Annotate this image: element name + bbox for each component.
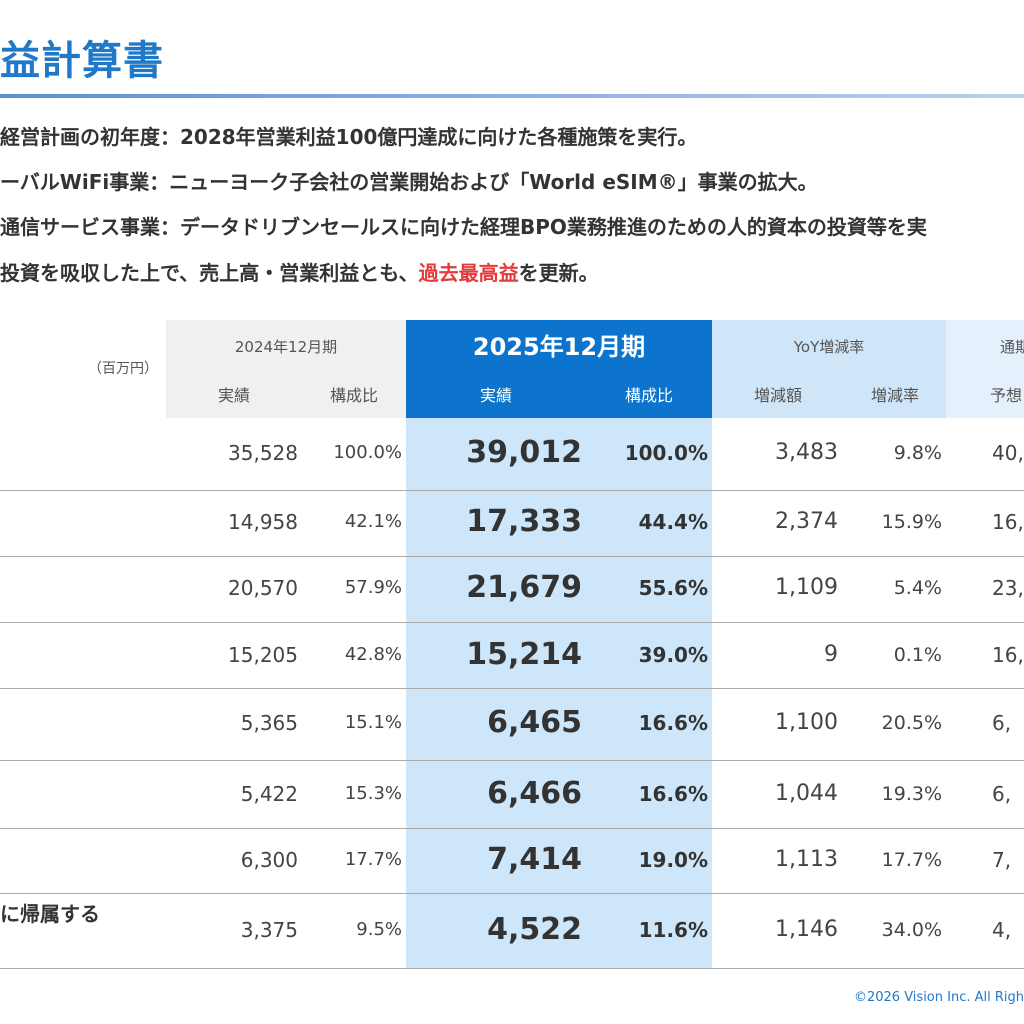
cell-forecast: 23, [992,576,1024,600]
subheader-forecast: 予想 [946,374,1024,418]
cell-yoy-rate: 19.3% [881,783,942,805]
cell-yoy-amount: 1,113 [775,847,838,872]
cell-yoy-amount: 1,100 [775,710,838,735]
cell-yoy-rate: 15.9% [881,511,942,533]
bullet-4-post: を更新。 [518,261,599,285]
row-divider [0,968,1024,969]
cell-yoy-rate: 34.0% [881,919,942,941]
header-group-forecast: 通期 [946,320,1024,374]
cell-prev-ratio: 15.1% [344,712,402,733]
header-group-prev: 2024年12月期 [166,320,406,374]
cell-cur-ratio: 16.6% [638,711,708,735]
subheader-prev-ratio: 構成比 [302,374,406,418]
subheader-yoy-rate: 増減率 [844,374,946,418]
cell-prev-ratio: 15.3% [344,783,402,804]
cell-prev-ratio: 9.5% [356,919,402,940]
cell-cur-actual: 7,414 [487,842,582,877]
cell-prev-ratio: 42.1% [344,511,402,532]
cell-cur-ratio: 55.6% [638,576,708,600]
cell-yoy-rate: 0.1% [893,644,942,666]
bullet-4-pre: 投資を吸収した上で、売上高・営業利益とも、 [0,261,419,285]
cell-yoy-amount: 2,374 [775,509,838,534]
bullet-4: 投資を吸収した上で、売上高・営業利益とも、過去最高益を更新。 [0,257,599,286]
cell-prev-ratio: 17.7% [344,849,402,870]
cell-cur-ratio: 16.6% [638,782,708,806]
cell-forecast: 6, [992,711,1012,735]
cell-prev-actual: 20,570 [228,576,298,600]
cell-yoy-rate: 5.4% [893,577,942,599]
cell-prev-actual: 35,528 [228,441,298,465]
cell-yoy-amount: 1,044 [775,781,838,806]
row-divider [0,893,1024,894]
cell-forecast: 40, [992,441,1024,465]
cell-yoy-rate: 20.5% [881,712,942,734]
row-divider [0,622,1024,623]
cell-cur-ratio: 19.0% [638,848,708,872]
cell-yoy-rate: 17.7% [881,849,942,871]
cell-cur-actual: 6,465 [487,705,582,740]
row-divider [0,490,1024,491]
page-title: 益計算書 [0,38,164,84]
copyright-footer: ©2026 Vision Inc. All Righ [853,990,1024,1005]
cell-yoy-amount: 9 [824,642,838,667]
subheader-prev-actual: 実績 [166,374,302,418]
row-divider [0,828,1024,829]
bullet-2: ーバルWiFi事業：ニューヨーク子会社の営業開始および「World eSIM®」… [0,170,818,194]
cell-prev-ratio: 57.9% [344,577,402,598]
cell-yoy-rate: 9.8% [893,442,942,464]
cell-prev-ratio: 100.0% [333,442,402,463]
cell-cur-actual: 39,012 [466,435,582,470]
cell-prev-actual: 14,958 [228,510,298,534]
cell-cur-actual: 17,333 [466,504,582,539]
cell-yoy-amount: 1,109 [775,575,838,600]
cell-prev-ratio: 42.8% [344,644,402,665]
cell-cur-actual: 21,679 [466,570,582,605]
title-divider [0,94,1024,98]
cell-prev-actual: 5,422 [240,782,298,806]
bullet-1: 経営計画の初年度：2028年営業利益100億円達成に向けた各種施策を実行。 [0,125,698,149]
cell-prev-actual: 6,300 [240,848,298,872]
cell-cur-actual: 6,466 [487,776,582,811]
cell-forecast: 16, [992,643,1024,667]
cell-prev-actual: 3,375 [240,918,298,942]
cell-cur-ratio: 39.0% [638,643,708,667]
cell-yoy-amount: 3,483 [775,440,838,465]
row-divider [0,556,1024,557]
cell-cur-actual: 15,214 [466,637,582,672]
unit-label: （百万円） [88,361,158,377]
cell-cur-ratio: 100.0% [624,441,708,465]
bullet-4-highlight: 過去最高益 [418,261,519,285]
bullet-3: 通信サービス事業：データドリブンセールスに向けた経理BPO業務推進のための人的資… [0,215,927,239]
row-divider [0,688,1024,689]
cell-forecast: 6, [992,782,1012,806]
cell-cur-ratio: 11.6% [638,918,708,942]
cell-forecast: 4, [992,918,1012,942]
header-group-current: 2025年12月期 [406,320,712,374]
subheader-yoy-amount: 増減額 [712,374,844,418]
cell-cur-actual: 4,522 [487,912,582,947]
header-group-yoy: YoY増減率 [712,320,946,374]
row-label: に帰属する [0,902,100,926]
cell-prev-actual: 5,365 [240,711,298,735]
cell-prev-actual: 15,205 [228,643,298,667]
subheader-cur-ratio: 構成比 [586,374,712,418]
current-period-highlight [406,418,712,969]
subheader-cur-actual: 実績 [406,374,586,418]
cell-forecast: 16, [992,510,1024,534]
row-divider [0,760,1024,761]
cell-forecast: 7, [992,848,1012,872]
cell-cur-ratio: 44.4% [638,510,708,534]
cell-yoy-amount: 1,146 [775,917,838,942]
